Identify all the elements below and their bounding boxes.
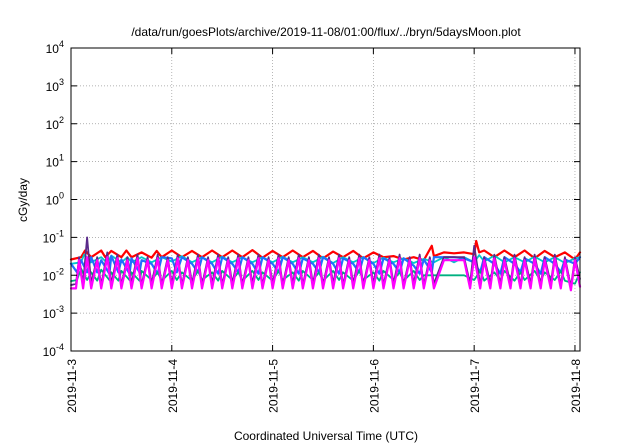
x-tick-label: 2019-11-7	[468, 359, 482, 413]
series-layer	[69, 236, 582, 292]
x-tick-label: 2019-11-6	[367, 359, 381, 413]
x-tick-labels: 2019-11-3 2019-11-4 2019-11-5 2019-11-6 2019…	[65, 359, 583, 413]
y-tick-labels: 10-4 10-3 10-2 10-1 100 101 102 103 104	[43, 39, 64, 359]
y-tick-label: 102	[46, 115, 64, 132]
x-tick-label: 2019-11-4	[166, 359, 180, 413]
y-axis-title: cGy/day	[16, 178, 30, 222]
series-line-6	[69, 256, 582, 292]
ticks	[70, 47, 580, 352]
y-tick-label: 10-1	[43, 228, 64, 245]
y-tick-label: 10-4	[43, 342, 64, 359]
x-axis-title: Coordinated Universal Time (UTC)	[234, 429, 418, 443]
chart-title: /data/run/goesPlots/archive/2019-11-08/0…	[131, 25, 521, 39]
x-tick-label: 2019-11-8	[569, 359, 583, 413]
y-tick-label: 104	[46, 39, 64, 56]
y-tick-label: 100	[46, 191, 64, 208]
y-tick-label: 103	[46, 77, 64, 94]
y-tick-label: 101	[46, 153, 64, 170]
x-tick-label: 2019-11-5	[267, 359, 281, 413]
y-tick-label: 10-3	[43, 304, 64, 321]
series-line-4	[70, 267, 581, 285]
y-tick-label: 10-2	[43, 266, 64, 283]
x-tick-label: 2019-11-3	[65, 359, 79, 413]
